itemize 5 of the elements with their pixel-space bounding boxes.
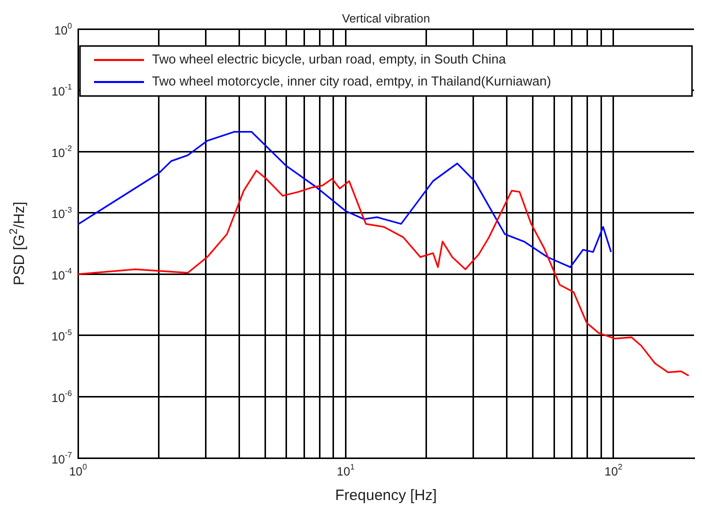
- chart-title: Vertical vibration: [342, 11, 430, 26]
- legend-label: Two wheel motorcycle, inner city road, emtpy, in Thailand(Kurniawan): [152, 74, 552, 89]
- x-axis-title: Frequency [Hz]: [335, 487, 437, 504]
- legend-label: Two wheel electric bicycle, urban road, empty, in South China: [152, 52, 507, 67]
- y-axis-title: PSD [G2/Hz]: [8, 202, 28, 286]
